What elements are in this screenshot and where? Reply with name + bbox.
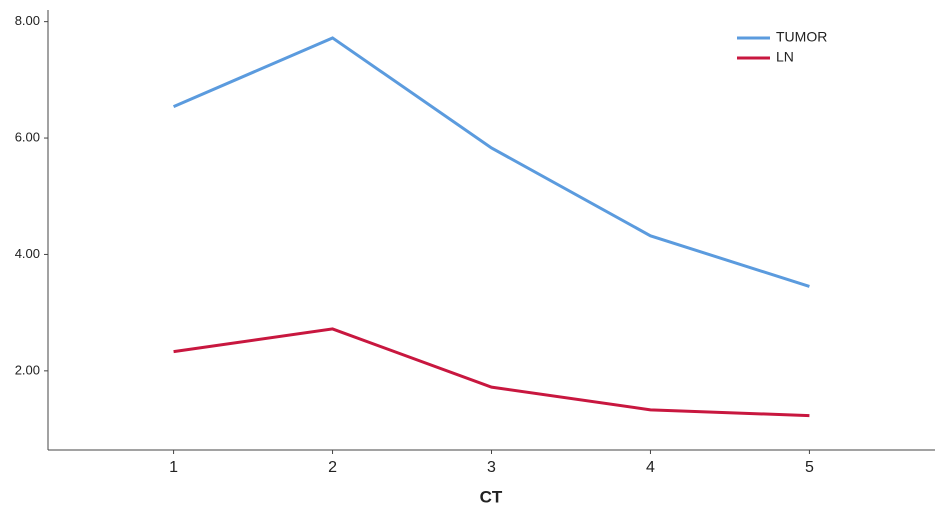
x-tick-label: 1 (169, 459, 178, 476)
x-tick-label: 5 (805, 459, 814, 476)
y-tick-label: 2.00 (15, 362, 40, 377)
y-tick-label: 4.00 (15, 246, 40, 261)
x-tick-label: 4 (646, 459, 655, 476)
series-line (173, 327, 810, 418)
legend-label: LN (776, 49, 794, 65)
y-tick-label: 8.00 (15, 13, 40, 28)
x-axis-label: CT (480, 487, 503, 506)
x-tick-label: 2 (328, 459, 337, 476)
y-tick-label: 6.00 (15, 129, 40, 144)
x-tick-label: 3 (487, 459, 496, 476)
series-line (172, 36, 810, 288)
legend-label: TUMOR (776, 29, 827, 45)
